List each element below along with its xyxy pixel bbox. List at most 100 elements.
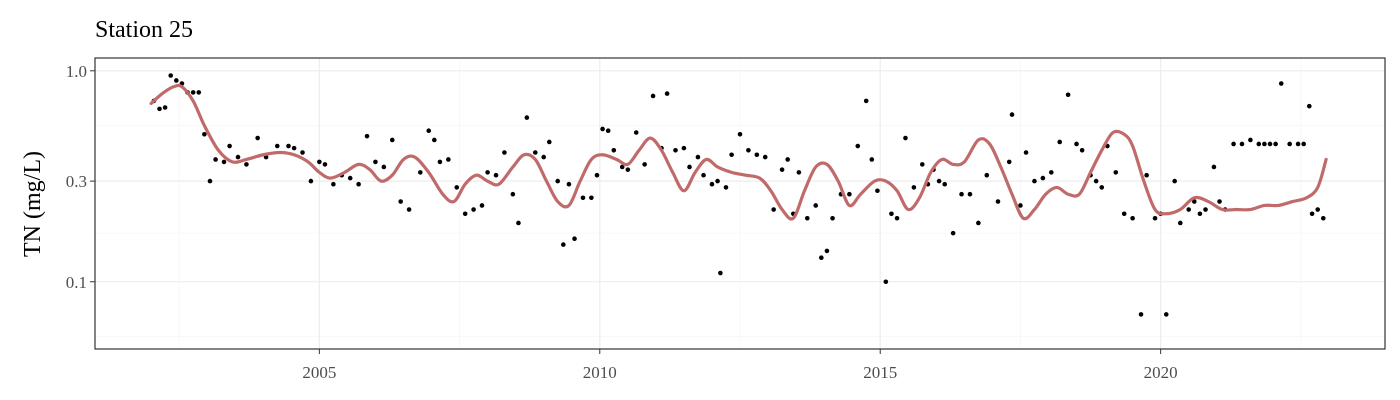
data-point — [619, 164, 625, 170]
data-point — [1006, 159, 1012, 165]
data-point — [286, 143, 291, 149]
data-point — [633, 130, 639, 135]
data-point — [1113, 170, 1119, 175]
data-point — [1273, 141, 1278, 147]
data-point — [418, 170, 423, 175]
data-point — [830, 215, 835, 221]
data-point — [959, 191, 964, 197]
data-point — [398, 199, 403, 204]
data-point — [437, 159, 443, 165]
data-point — [1239, 141, 1245, 147]
data-point — [984, 172, 990, 178]
data-point — [819, 255, 824, 261]
data-point — [687, 164, 692, 170]
data-point — [1278, 81, 1284, 86]
data-point — [1032, 178, 1037, 184]
data-point — [479, 203, 485, 208]
data-point — [1267, 141, 1273, 147]
data-point — [502, 150, 507, 155]
data-point — [746, 147, 751, 153]
y-tick-label: 0.3 — [66, 172, 87, 191]
data-point — [572, 236, 577, 241]
data-point — [1287, 141, 1292, 147]
chart-title: Station 25 — [95, 17, 193, 43]
data-point — [454, 185, 460, 190]
data-points — [151, 73, 1326, 317]
data-point — [847, 191, 852, 197]
data-point — [541, 154, 546, 160]
data-point — [813, 203, 819, 208]
data-point — [524, 115, 530, 120]
data-point — [600, 126, 605, 132]
data-point — [547, 139, 552, 145]
smooth-trend-line — [149, 83, 1328, 221]
data-point — [942, 181, 948, 187]
data-point — [462, 211, 468, 217]
data-point — [300, 150, 305, 155]
data-point — [555, 178, 561, 184]
data-point — [919, 162, 925, 167]
data-point — [493, 172, 499, 178]
data-point — [771, 207, 776, 212]
data-point — [863, 98, 869, 104]
data-point — [1144, 172, 1149, 178]
data-point — [1065, 92, 1071, 98]
data-point — [174, 78, 179, 83]
data-point — [255, 135, 260, 141]
data-point — [1040, 175, 1046, 181]
data-point — [1018, 203, 1023, 208]
data-point — [664, 91, 670, 96]
y-axis-title: TN (mg/L) — [20, 151, 46, 257]
data-point — [967, 191, 973, 197]
data-point — [221, 159, 227, 165]
data-point — [1009, 112, 1015, 117]
data-point — [1321, 215, 1326, 221]
data-point — [274, 143, 280, 149]
data-point — [207, 178, 213, 184]
data-point — [1309, 211, 1315, 217]
data-point — [701, 172, 706, 178]
data-point — [291, 145, 297, 151]
data-point — [995, 199, 1001, 204]
data-point — [805, 215, 810, 221]
data-point — [1231, 141, 1236, 147]
data-point — [976, 220, 981, 226]
grid-minor-y — [95, 125, 1385, 337]
data-point — [1262, 141, 1267, 147]
data-point — [356, 181, 361, 187]
data-point — [883, 279, 889, 285]
data-point — [381, 164, 387, 170]
data-point — [190, 90, 196, 95]
data-point — [737, 132, 743, 137]
data-point — [322, 162, 328, 167]
data-point — [754, 152, 760, 158]
data-point — [911, 185, 917, 190]
data-point — [1211, 164, 1217, 170]
data-point — [406, 207, 412, 212]
data-point — [532, 150, 538, 155]
data-point — [1177, 220, 1183, 226]
data-point — [1203, 207, 1208, 212]
data-point — [1130, 215, 1135, 221]
plot-panel — [94, 57, 1386, 350]
data-point — [1217, 199, 1222, 204]
data-point — [589, 195, 594, 201]
data-point — [196, 90, 202, 95]
data-point — [1248, 137, 1253, 143]
data-point — [824, 248, 830, 254]
data-point — [162, 105, 168, 110]
data-point — [1099, 185, 1105, 190]
data-point — [936, 178, 942, 184]
data-point — [566, 181, 572, 187]
data-point — [446, 157, 451, 162]
data-point — [1295, 141, 1301, 147]
data-point — [681, 145, 687, 151]
data-point — [869, 157, 875, 162]
data-point — [244, 162, 249, 167]
data-point — [605, 128, 611, 134]
data-point — [695, 154, 701, 160]
data-point — [471, 207, 476, 212]
data-point — [762, 154, 768, 160]
data-point — [426, 128, 432, 134]
data-point — [389, 137, 395, 143]
